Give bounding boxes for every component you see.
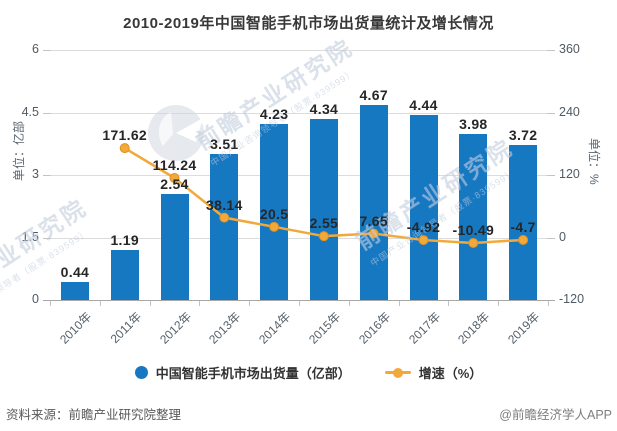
left-axis-tick [43, 175, 51, 176]
x-axis-tick [249, 301, 251, 306]
right-axis-tick-label: 240 [559, 104, 580, 119]
left-axis-caption: 单位：亿部 [12, 120, 26, 182]
x-axis-tick [448, 301, 450, 306]
line-value-label: -4.7 [510, 218, 536, 235]
x-axis-tick [348, 301, 350, 306]
growth-line-marker [318, 231, 329, 242]
right-axis-tick-label: 0 [559, 229, 566, 244]
right-axis-tick [547, 112, 555, 114]
bar-series-swatch-icon [134, 366, 148, 379]
line-series-swatch-icon [384, 367, 411, 378]
x-axis-tick [50, 301, 51, 306]
left-axis-tick-label: 0 [32, 292, 39, 306]
shipment-bar [60, 281, 89, 300]
line-value-label: 2.55 [309, 215, 339, 232]
shipment-bar [160, 194, 189, 300]
right-axis-tick [547, 237, 555, 239]
shipment-bar [509, 145, 538, 300]
growth-line-marker [418, 235, 429, 246]
line-value-label: -10.49 [452, 221, 495, 238]
bar-value-label: 3.72 [508, 127, 538, 143]
right-axis-caption: 单位：% [587, 138, 601, 185]
shipment-bar [210, 153, 239, 300]
data-source-note: 资料来源：前瞻产业研究院整理 [6, 408, 182, 422]
right-axis-tick-label: 360 [559, 42, 580, 56]
growth-line-marker [468, 237, 479, 248]
right-axis-tick [547, 50, 555, 51]
legend-item-shipments[interactable]: 中国智能手机市场出货量（亿部） [134, 363, 351, 382]
line-value-label: 7.65 [359, 212, 388, 229]
growth-line-marker [219, 212, 230, 223]
app-credit: @前瞻经济学人APP [499, 408, 612, 422]
growth-line-marker [518, 234, 529, 245]
x-axis-tick [498, 301, 500, 306]
x-axis-tick [99, 301, 101, 306]
shipment-bar [409, 115, 438, 300]
growth-line-marker [119, 143, 130, 154]
right-axis-tick-label: 120 [559, 167, 580, 181]
shipment-bar [459, 134, 488, 300]
left-axis-tick-label: 6 [32, 42, 39, 56]
bar-value-label: 4.34 [309, 101, 339, 118]
shipment-bar [110, 250, 139, 300]
growth-line-marker [368, 228, 379, 239]
bar-value-label: 2.54 [160, 176, 189, 193]
legend: 中国智能手机市场出货量（亿部） 增速（%） [0, 363, 617, 382]
x-axis-tick [149, 301, 151, 306]
bar-value-label: 4.23 [259, 105, 289, 122]
gridline [50, 175, 548, 176]
right-axis-tick-label: -120 [559, 292, 585, 306]
legend-item-growth[interactable]: 增速（%） [384, 363, 483, 382]
bar-value-label: 3.98 [459, 116, 488, 133]
x-axis-tick [199, 301, 201, 306]
growth-line-marker [169, 173, 180, 183]
left-axis-tick-label: 1.5 [21, 229, 39, 244]
bar-value-label: 1.19 [110, 232, 139, 249]
legend-label: 中国智能手机市场出货量（亿部） [155, 366, 351, 381]
gridline [50, 237, 548, 239]
line-value-label: 38.14 [206, 196, 243, 213]
shipment-bar [260, 123, 289, 300]
right-axis-tick [547, 175, 555, 176]
bar-value-label: 4.67 [359, 87, 388, 104]
shipment-bar [309, 119, 338, 300]
left-axis-tick [43, 237, 51, 239]
growth-line-marker [269, 221, 280, 232]
chart-title: 2010-2019年中国智能手机市场出货量统计及增长情况 [123, 15, 494, 32]
x-axis-tick [398, 301, 400, 306]
left-axis-tick [43, 50, 51, 51]
line-value-label: 20.5 [259, 205, 289, 222]
x-axis-tick [548, 301, 549, 306]
left-axis-tick-label: 4.5 [21, 104, 39, 119]
line-value-label: 114.24 [152, 157, 197, 173]
left-axis-tick [43, 112, 51, 114]
line-value-label: -4.92 [406, 219, 441, 236]
x-axis-tick [299, 301, 300, 306]
left-axis-tick-label: 3 [32, 167, 39, 181]
legend-label: 增速（%） [418, 366, 483, 381]
gridline [50, 50, 548, 51]
gridline [50, 112, 548, 114]
line-value-label: 171.62 [102, 127, 147, 144]
bar-value-label: 4.44 [409, 97, 438, 113]
bar-value-label: 3.51 [210, 135, 239, 152]
bar-value-label: 0.44 [60, 263, 90, 280]
shipment-bar [359, 105, 388, 300]
x-axis-line [43, 300, 555, 301]
